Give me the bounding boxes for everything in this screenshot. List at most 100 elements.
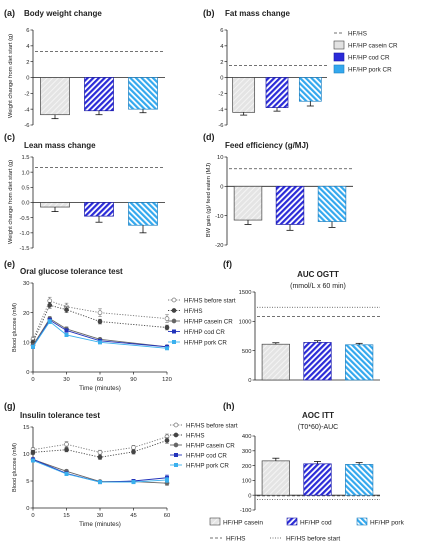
legend-item: HF/HP pork CR — [348, 67, 392, 74]
data-point — [97, 454, 103, 460]
data-point — [98, 340, 102, 345]
y-tick-label: 200 — [242, 464, 252, 470]
panel-title: Lean mass change — [24, 141, 96, 150]
y-tick-label: 0 — [26, 370, 29, 376]
panel-tag: (e) — [4, 259, 15, 269]
y-tick-label: -4 — [218, 107, 224, 113]
y-axis-label: Weight change from diet start (g) — [8, 160, 14, 244]
panel-tag: (a) — [4, 8, 15, 18]
y-axis-label: Blood glucose (mM) — [12, 443, 18, 492]
data-point — [64, 447, 69, 453]
panel-title: AOC ITT — [302, 411, 334, 420]
data-point — [131, 480, 136, 485]
bar — [84, 202, 114, 217]
legend-item: HF/HP casein CR — [186, 442, 235, 449]
bar — [233, 185, 263, 221]
legend-item: HF/HP pork CR — [186, 462, 229, 469]
panel-tag: (f) — [223, 259, 232, 269]
y-tick-label: 10 — [23, 452, 29, 458]
y-tick-label: 500 — [242, 349, 252, 355]
data-point — [98, 480, 102, 485]
x-tick-label: 90 — [130, 377, 136, 383]
data-point — [173, 442, 179, 448]
data-point — [174, 463, 178, 467]
bar — [128, 77, 158, 110]
legend-item: HF/HS — [186, 432, 205, 439]
x-axis-label: Time (minutes) — [79, 521, 121, 528]
legend-swatch — [333, 40, 345, 50]
y-axis-label: BW gain (g)/ feed eaten (MJ) — [206, 163, 212, 237]
data-point — [97, 310, 103, 316]
legend-item: HF/HP cod CR — [184, 329, 225, 336]
data-point — [171, 308, 177, 313]
panel-title: Feed efficiency (g/MJ) — [225, 141, 309, 150]
y-tick-label: -0.5 — [20, 216, 30, 222]
y-tick-label: -1.5 — [20, 246, 30, 252]
legend-item: HF/HS — [226, 536, 246, 543]
legend-item: HF/HP casein — [223, 520, 263, 527]
bar — [317, 185, 347, 222]
legend-item: HF/HP pork — [370, 520, 405, 527]
data-point — [171, 318, 177, 324]
panel-tag: (b) — [203, 8, 215, 18]
legend-item: HF/HS — [184, 308, 203, 315]
data-point — [164, 316, 170, 321]
data-point — [64, 332, 69, 337]
bar — [298, 77, 322, 102]
y-tick-label: -6 — [218, 123, 223, 129]
data-point — [171, 297, 177, 303]
panel-title: Insulin tolerance test — [20, 411, 100, 420]
legend-item: HF/HP cod — [300, 520, 332, 527]
y-tick-label: 400 — [242, 434, 252, 440]
legend-item: HF/HS before start — [186, 422, 238, 429]
legend-swatch — [333, 64, 345, 74]
panel-tag: (c) — [4, 132, 15, 142]
y-tick-label: 10 — [23, 341, 29, 347]
y-tick-label: 0 — [220, 185, 223, 191]
legend-item: HF/HP casein CR — [184, 318, 233, 325]
y-tick-label: -1.0 — [20, 231, 30, 237]
y-tick-label: -4 — [24, 107, 30, 113]
panel-title: AUC OGTT — [297, 270, 339, 279]
x-tick-label: 0 — [31, 377, 34, 383]
y-tick-label: 6 — [220, 28, 223, 34]
data-point — [164, 325, 170, 330]
panel-subtitle: (T0*60)-AUC — [298, 424, 338, 431]
x-tick-label: 0 — [31, 513, 34, 519]
data-point — [174, 453, 178, 457]
y-tick-label: -6 — [24, 123, 29, 129]
y-tick-label: 4 — [220, 44, 224, 50]
legend-swatch — [356, 517, 368, 526]
legend-item: HF/HP cod CR — [186, 452, 227, 459]
y-tick-label: 0 — [220, 76, 223, 82]
y-tick-label: 4 — [26, 44, 30, 50]
y-tick-label: 0 — [26, 506, 29, 512]
series-line — [32, 304, 168, 343]
legend-item: HF/HP pork CR — [184, 339, 227, 346]
y-tick-label: -2 — [24, 92, 29, 98]
data-point — [172, 329, 176, 334]
panel-tag: (g) — [4, 401, 16, 411]
data-point — [173, 432, 179, 438]
panel-title: Body weight change — [24, 9, 102, 18]
y-tick-label: 10 — [217, 155, 223, 161]
legend-item: HF/HP cod CR — [348, 55, 390, 62]
x-tick-label: 120 — [162, 377, 172, 383]
legend-item: HF/HS — [348, 31, 367, 38]
bar — [40, 202, 70, 208]
y-tick-label: 1.5 — [21, 155, 29, 161]
bar — [261, 460, 290, 496]
y-tick-label: 2 — [220, 60, 223, 66]
bar — [84, 77, 114, 112]
y-tick-label: 0 — [248, 493, 251, 499]
data-point — [173, 422, 179, 428]
legend-swatch — [286, 517, 298, 526]
panel-title: Oral glucose tolerance test — [20, 267, 123, 276]
y-tick-label: 30 — [23, 281, 29, 287]
data-point — [64, 441, 69, 447]
data-point — [97, 450, 103, 455]
data-point — [64, 328, 69, 333]
y-tick-label: 100 — [242, 479, 252, 485]
data-point — [97, 319, 103, 324]
